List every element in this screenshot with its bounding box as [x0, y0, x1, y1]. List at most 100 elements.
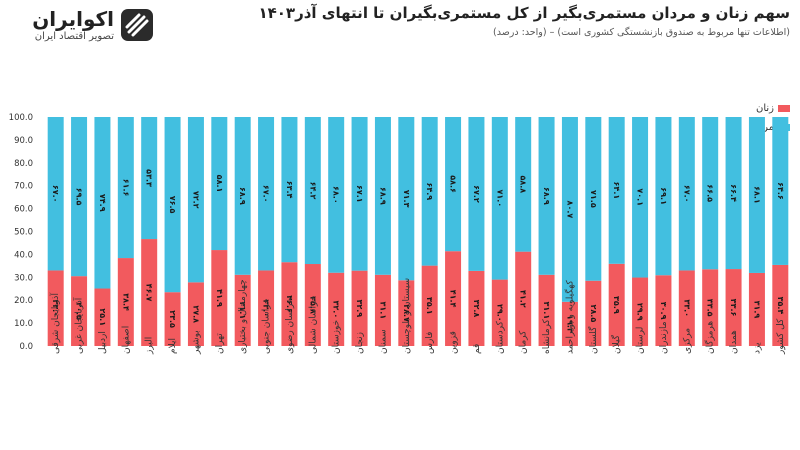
category-label: گیلان [610, 334, 622, 354]
bar-men [491, 117, 508, 280]
y-tick-label: 90.0 [14, 136, 33, 146]
bar-women [281, 262, 298, 346]
data-label-men: ۷۴.۹ [98, 194, 107, 212]
category-label: خراسان جنوبی [262, 298, 272, 354]
y-tick-label: 100.0 [9, 113, 33, 123]
y-tick-label: 40.0 [14, 250, 33, 260]
bar-women [678, 270, 695, 346]
bar-men [608, 117, 625, 264]
bar-men [538, 117, 555, 275]
data-label-women: ۴۱.۹ [215, 289, 224, 307]
category-label: سیستان و بلوچستان [402, 278, 412, 354]
data-label-men: ۶۹.۵ [75, 188, 84, 206]
bar-men [141, 117, 158, 240]
bar-women [164, 292, 181, 346]
data-label-women: ۳۱.۱ [238, 302, 247, 320]
bar-men [234, 117, 251, 275]
bar-men [725, 117, 742, 270]
category-label: آذربایجان شرقی [49, 293, 61, 354]
data-label-women: ۱۹.۳ [565, 315, 574, 333]
data-label-women: ۳۳.۰ [682, 299, 691, 317]
bar-women [725, 269, 742, 346]
y-tick-label: 0.0 [19, 342, 33, 352]
data-label-women: ۳۱.۱ [542, 302, 551, 320]
bar-men [678, 117, 695, 271]
data-label-women: ۳۱.۹ [752, 301, 761, 319]
bar-men [187, 117, 204, 283]
bar-women [328, 272, 345, 346]
category-label: اصفهان [121, 326, 131, 354]
category-label: یزد [752, 342, 762, 354]
category-label: خراسان شمالی [308, 295, 318, 354]
category-label: کرمانشاه [542, 318, 552, 354]
category-label: ایلام [168, 338, 178, 354]
bar-women [491, 279, 508, 346]
y-tick-label: 60.0 [14, 205, 33, 215]
bar-women [655, 275, 672, 346]
bar-women [374, 274, 391, 346]
bar-men [445, 117, 462, 252]
data-label-men: ۶۸.۹ [542, 187, 551, 205]
data-label-men: ۶۸.۰ [332, 186, 341, 204]
data-label-women: ۳۶.۶ [285, 295, 294, 313]
y-tick-label: 50.0 [14, 228, 33, 238]
bar-men [258, 117, 275, 271]
bar-men [561, 117, 578, 302]
bar-women [211, 250, 228, 346]
bar-men [304, 117, 321, 265]
data-label-women: ۳۲.۰ [332, 301, 341, 319]
data-label-women: ۲۹.۹ [636, 303, 645, 321]
bar-men [702, 117, 719, 270]
bar-men [374, 117, 391, 275]
bar-men [328, 117, 345, 273]
bar-women [117, 258, 134, 346]
data-label-men: ۷۰.۱ [636, 188, 645, 206]
bar-men [211, 117, 228, 251]
category-label: زنجان [355, 332, 365, 354]
category-label: اردبیل [98, 331, 108, 354]
data-label-men: ۶۷.۱ [355, 185, 364, 203]
bar-men [398, 117, 415, 281]
bar-men [164, 117, 181, 293]
data-label-men: ۵۸.۶ [449, 175, 458, 193]
y-tick-label: 10.0 [14, 319, 33, 329]
bar-men [655, 117, 672, 276]
bar-women [351, 270, 368, 346]
legend-swatch-women [778, 105, 790, 112]
bar-women [258, 270, 275, 346]
category-label: خوزستان [332, 320, 342, 354]
bar-men [421, 117, 438, 266]
data-label-men: ۶۴.۱ [612, 182, 621, 200]
data-label-men: ۷۲.۲ [191, 191, 200, 209]
data-label-women: ۴۶.۷ [145, 284, 154, 302]
data-label-women: ۳۰.۵ [75, 302, 84, 320]
category-label: آذربایجان غربی [73, 297, 85, 354]
data-label-men: ۶۷.۲ [472, 185, 481, 203]
bar-women [398, 280, 415, 346]
category-label: گلستان [587, 326, 599, 354]
bar-men [468, 117, 485, 271]
chart-subtitle: (اطلاعات تنها مربوط به صندوق بازنشستگی ک… [493, 27, 790, 38]
data-label-men: ۵۸.۸ [519, 175, 528, 193]
category-label: قزوین [449, 331, 459, 354]
bar-men [585, 117, 602, 281]
data-label-men: ۷۱.۰ [495, 189, 504, 207]
bar-women [515, 251, 532, 346]
data-label-women: ۲۹.۰ [495, 304, 504, 322]
data-label-women: ۳۰.۹ [659, 302, 668, 320]
bar-men [117, 117, 134, 259]
bar-women [468, 270, 485, 346]
bar-women [187, 282, 204, 346]
category-label: کل کشور [776, 318, 786, 355]
data-label-women: ۴۱.۴ [449, 290, 458, 308]
data-label-men: ۸۰.۷ [565, 201, 574, 219]
data-label-men: ۷۱.۵ [589, 190, 598, 208]
y-tick-label: 30.0 [14, 273, 33, 283]
data-label-men: ۶۶.۴ [729, 184, 738, 202]
data-label-men: ۶۴.۶ [776, 182, 785, 200]
data-label-women: ۳۳.۰ [51, 299, 60, 317]
bar-men [748, 117, 765, 273]
data-label-men: ۶۷.۰ [51, 185, 60, 203]
data-label-men: ۵۳.۳ [145, 169, 154, 187]
data-label-women: ۳۵.۱ [425, 297, 434, 315]
